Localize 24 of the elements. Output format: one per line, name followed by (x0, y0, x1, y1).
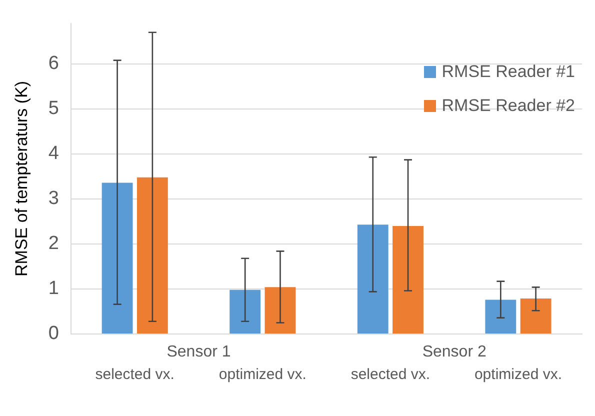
bar (485, 300, 516, 334)
bar (392, 226, 424, 334)
y-tick-label: 6 (48, 53, 59, 74)
y-tick-label: 0 (48, 323, 59, 344)
y-tick-label: 5 (48, 98, 59, 120)
y-tick-label: 2 (48, 233, 59, 254)
x-tick-label: optimized vx. (218, 366, 306, 384)
bar (102, 182, 133, 334)
bar (136, 177, 168, 334)
y-tick-label: 4 (48, 143, 60, 164)
x-tick-label: optimized vx. (474, 366, 562, 384)
legend-label: RMSE Reader #2 (442, 96, 575, 116)
bar (520, 298, 552, 334)
text: Sensor 1 (166, 343, 231, 360)
bar (357, 224, 388, 334)
y-tick-label: 3 (48, 188, 59, 210)
bar (264, 287, 296, 334)
y-tick-label: 1 (48, 278, 59, 300)
bar (230, 290, 261, 334)
x-tick-label: selected vx. (350, 366, 430, 384)
legend-label: RMSE Reader #1 (442, 62, 575, 82)
text: Sensor 2 (422, 343, 486, 360)
y-axis-title: RMSE of tempteraturs (K) (12, 80, 31, 276)
x-tick-label: selected vx. (95, 366, 174, 384)
